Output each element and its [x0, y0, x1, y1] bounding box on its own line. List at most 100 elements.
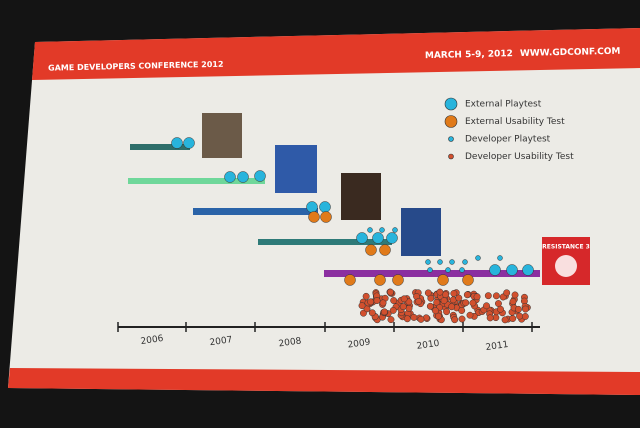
- dot: [356, 232, 368, 244]
- dot: [437, 274, 449, 286]
- dot: [521, 313, 529, 320]
- dot: [365, 244, 377, 256]
- dot: [374, 274, 386, 286]
- event-site: WWW.GDCONF.COM: [520, 47, 621, 59]
- bar: [130, 144, 190, 150]
- dot: [451, 316, 459, 324]
- dot: [448, 303, 456, 311]
- dot: [462, 299, 470, 307]
- dot: [466, 311, 474, 319]
- dot: [320, 211, 332, 223]
- dot: [459, 267, 465, 273]
- dot: [437, 259, 443, 265]
- dot: [306, 201, 318, 213]
- year-label: 2007: [209, 335, 233, 348]
- dot: [497, 305, 504, 313]
- year-label: 2011: [485, 340, 509, 353]
- bar: [258, 239, 392, 245]
- dot: [503, 289, 511, 297]
- year-label: 2009: [347, 338, 371, 351]
- dot: [344, 274, 356, 286]
- dot: [522, 305, 529, 313]
- dot: [392, 227, 398, 233]
- dot: [379, 244, 391, 256]
- dot: [171, 137, 183, 149]
- dot: [362, 292, 370, 300]
- dot: [435, 312, 442, 320]
- dot: [445, 267, 451, 273]
- dot: [501, 316, 509, 324]
- dot: [358, 302, 366, 310]
- dot: [458, 315, 466, 323]
- dot: [379, 227, 385, 233]
- dot: [424, 289, 432, 297]
- dot: [373, 297, 381, 304]
- timeline: RESISTANCE 3 2006 2007 2008 2009 2010 2011: [117, 113, 590, 353]
- dot: [367, 227, 373, 233]
- bar: [324, 270, 540, 277]
- year-label: 2010: [416, 339, 440, 352]
- legend-swatch: [448, 136, 454, 142]
- dot: [475, 255, 481, 261]
- legend-swatch: [444, 115, 458, 128]
- dot: [367, 298, 375, 306]
- dot: [400, 295, 408, 303]
- footer-band: [8, 368, 640, 395]
- dot: [492, 314, 500, 322]
- legend-label: External Playtest: [465, 100, 542, 110]
- dot: [237, 171, 249, 183]
- dot: [497, 255, 503, 261]
- dot: [469, 299, 477, 307]
- dot: [379, 299, 387, 307]
- dot: [417, 315, 425, 323]
- legend-label: External Usability Test: [465, 117, 565, 127]
- dot: [440, 297, 448, 305]
- dot: [410, 313, 418, 321]
- dot: [425, 259, 431, 265]
- dot: [486, 314, 494, 322]
- dot: [442, 291, 449, 299]
- dot: [399, 303, 407, 311]
- event-name: GAME DEVELOPERS CONFERENCE 2012: [48, 60, 224, 73]
- dot: [509, 298, 517, 306]
- legend-label: Developer Usability Test: [465, 152, 574, 162]
- dot: [308, 211, 320, 223]
- bar: [128, 178, 265, 184]
- dot: [458, 307, 466, 314]
- dot: [492, 292, 500, 300]
- dot: [489, 264, 501, 276]
- dot: [436, 288, 444, 296]
- dot: [426, 302, 434, 310]
- skull-icon: [555, 255, 577, 277]
- game-cover: [401, 208, 441, 256]
- dot: [462, 259, 468, 265]
- event-dates: MARCH 5-9, 2012: [425, 49, 513, 61]
- dot: [224, 171, 236, 183]
- dot: [450, 290, 458, 297]
- dot: [432, 307, 439, 315]
- dot: [509, 315, 517, 322]
- dot: [427, 267, 433, 273]
- dot: [389, 306, 397, 314]
- dot: [473, 293, 481, 301]
- dot: [368, 309, 376, 317]
- dot: [443, 308, 451, 316]
- dot: [372, 232, 384, 244]
- dot: [449, 259, 455, 265]
- legend-label: Developer Playtest: [465, 135, 551, 145]
- dot: [254, 170, 266, 182]
- game-cover: [275, 145, 317, 193]
- legend: External Playtest External Usability Test…: [444, 97, 574, 162]
- dot: [415, 297, 423, 305]
- dot: [390, 297, 398, 304]
- dot: [386, 232, 398, 244]
- dot: [387, 316, 395, 324]
- dot: [462, 274, 474, 286]
- dot: [183, 137, 195, 149]
- bar: [193, 208, 318, 215]
- dot: [506, 264, 518, 276]
- dot: [403, 315, 411, 323]
- badge-label: RESISTANCE 3: [542, 244, 590, 251]
- dot: [483, 302, 490, 310]
